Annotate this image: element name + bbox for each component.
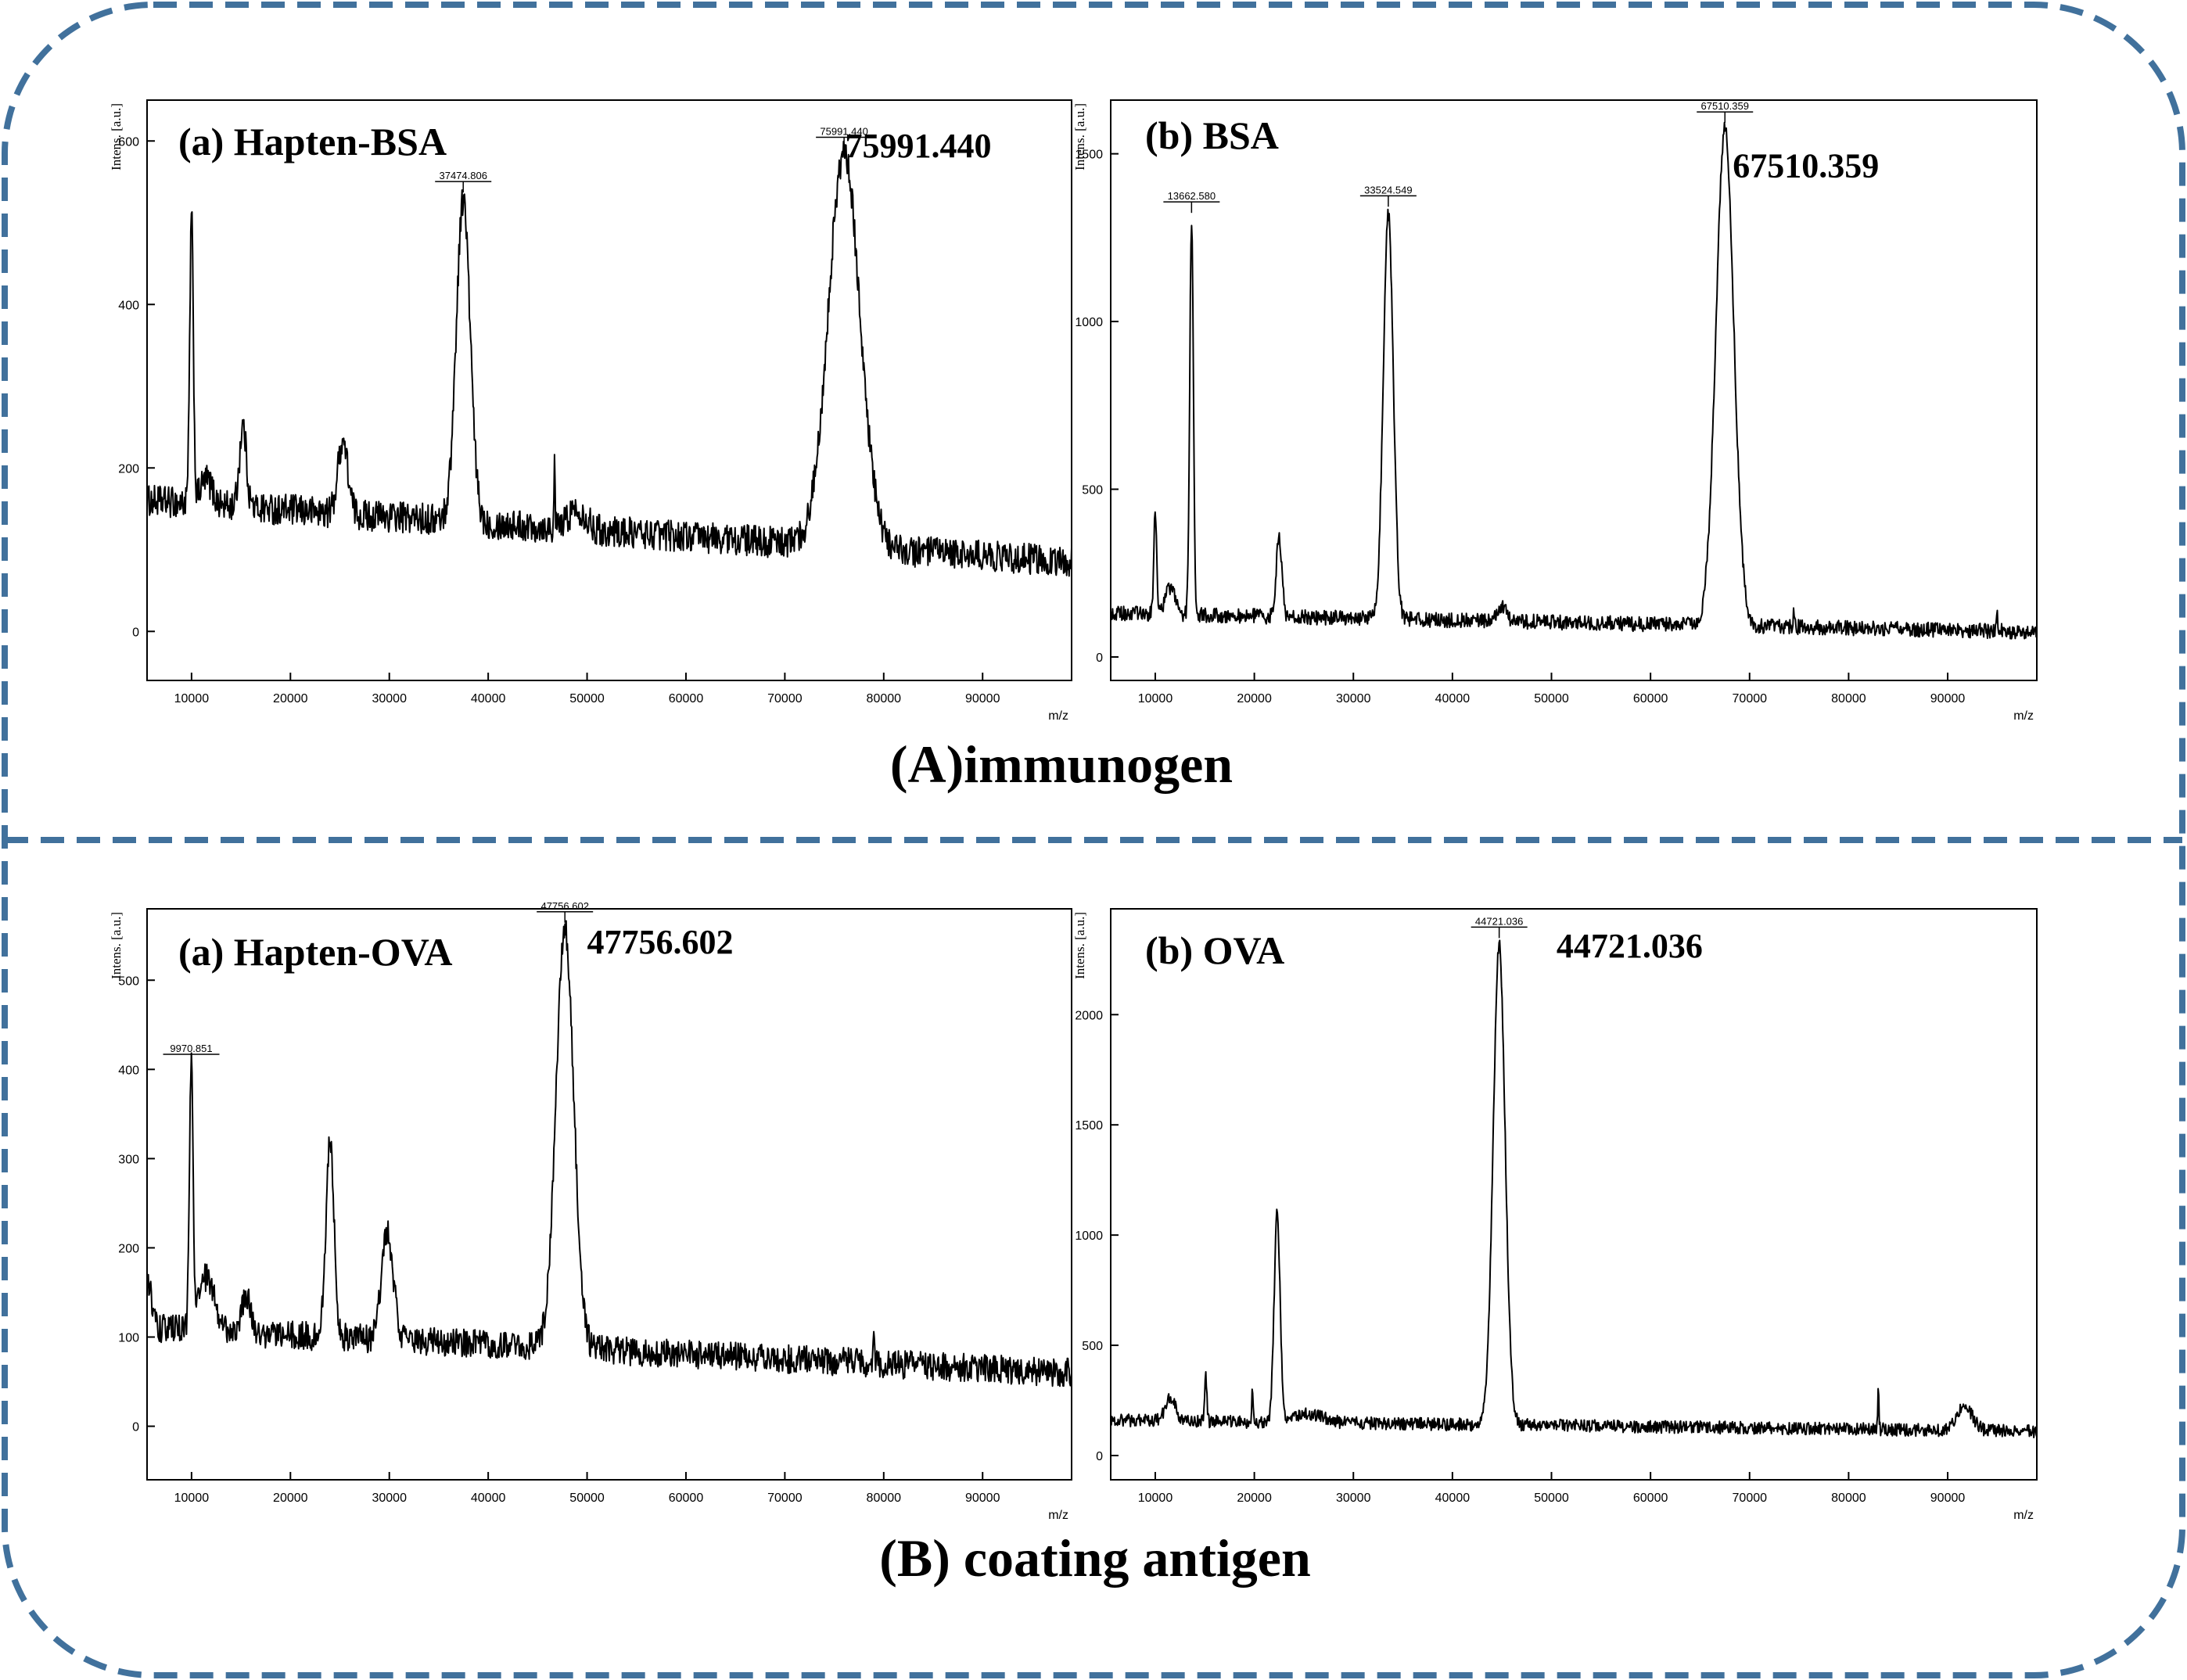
x-tick-label: 20000 — [273, 692, 308, 705]
x-tick-label: 10000 — [1138, 692, 1173, 705]
x-tick-label: 80000 — [867, 1492, 902, 1505]
x-tick-label: 30000 — [372, 1492, 407, 1505]
x-axis-label: m/z — [2013, 1509, 2034, 1522]
y-tick-label: 300 — [118, 1153, 139, 1166]
y-axis-label: Intens. [a.u.] — [109, 103, 124, 171]
x-tick-label: 80000 — [1831, 692, 1866, 705]
x-tick-label: 50000 — [1534, 692, 1569, 705]
chart-ova: 0 500 1000 1500 2000 10000 20000 30000 40000 5000… — [1072, 908, 2038, 1522]
mass-annotation: 67510.359 — [1733, 147, 1879, 185]
x-tick-label: 60000 — [1633, 1492, 1668, 1505]
x-tick-label: 30000 — [1336, 692, 1371, 705]
y-tick-label: 600 — [118, 135, 139, 149]
y-tick-label: 500 — [1082, 484, 1103, 497]
y-tick-label: 200 — [118, 462, 139, 476]
plot-frame — [146, 99, 1072, 681]
x-tick-label: 50000 — [1534, 1492, 1569, 1505]
y-tick-label: 0 — [132, 626, 139, 639]
mass-annotation: 47756.602 — [587, 923, 734, 961]
x-tick-label: 40000 — [471, 692, 506, 705]
x-tick-label: 90000 — [965, 1492, 1000, 1505]
mass-annotation: 75991.440 — [846, 127, 992, 165]
x-tick-label: 70000 — [1733, 692, 1768, 705]
chart-hapten-ova: 0 100 200 300 400 500 10000 20000 30000 40000 5000… — [109, 900, 1072, 1522]
x-tick-label: 70000 — [767, 692, 803, 705]
x-tick-label: 90000 — [1930, 692, 1966, 705]
y-axis-label: Intens. [a.u.] — [1072, 912, 1087, 979]
x-axis-label: m/z — [1048, 709, 1068, 723]
plot-frame — [146, 908, 1072, 1481]
peak-label: 9970.851 — [170, 1043, 212, 1054]
x-tick-label: 20000 — [1237, 692, 1272, 705]
peak-label: 13662.580 — [1168, 190, 1216, 202]
x-tick-label: 60000 — [669, 692, 704, 705]
spectrum-line — [1110, 939, 2038, 1438]
x-tick-label: 50000 — [569, 1492, 605, 1505]
x-tick-label: 30000 — [1336, 1492, 1371, 1505]
y-tick-label: 1500 — [1075, 1119, 1103, 1133]
y-tick-label: 500 — [1082, 1340, 1103, 1353]
spectrum-line — [146, 920, 1072, 1387]
peak-label: 37474.806 — [439, 170, 487, 181]
x-tick-label: 90000 — [965, 692, 1000, 705]
x-tick-label: 20000 — [273, 1492, 308, 1505]
y-tick-label: 400 — [118, 299, 139, 312]
spectrum-line — [146, 140, 1072, 577]
y-tick-label: 2000 — [1075, 1009, 1103, 1022]
x-tick-label: 90000 — [1930, 1492, 1966, 1505]
x-tick-label: 80000 — [867, 692, 902, 705]
y-tick-label: 500 — [118, 975, 139, 988]
x-tick-label: 80000 — [1831, 1492, 1866, 1505]
peak-label: 75991.440 — [820, 126, 867, 138]
y-tick-label: 1500 — [1075, 149, 1103, 162]
spectrum-line — [1110, 121, 2038, 640]
y-tick-label: 0 — [132, 1421, 139, 1434]
x-tick-label: 20000 — [1237, 1492, 1272, 1505]
x-tick-label: 40000 — [1435, 1492, 1471, 1505]
x-tick-label: 40000 — [1435, 692, 1471, 705]
y-tick-label: 1000 — [1075, 316, 1103, 329]
x-axis-label: m/z — [1048, 1509, 1068, 1522]
panel-label: (b) OVA — [1145, 928, 1284, 972]
x-tick-label: 60000 — [669, 1492, 704, 1505]
chart-hapten-bsa: 0 200 400 600 10000 20000 30000 40000 50000 60000… — [109, 99, 1072, 723]
x-tick-label: 70000 — [1733, 1492, 1768, 1505]
x-tick-label: 10000 — [1138, 1492, 1173, 1505]
peak-label: 47756.602 — [540, 900, 588, 912]
panel-label: (b) BSA — [1145, 113, 1279, 157]
peak-label: 67510.359 — [1701, 100, 1749, 112]
y-tick-label: 400 — [118, 1064, 139, 1077]
x-tick-label: 50000 — [569, 692, 605, 705]
y-tick-label: 0 — [1096, 652, 1103, 665]
y-tick-label: 100 — [118, 1332, 139, 1345]
peak-label: 44721.036 — [1475, 915, 1523, 927]
x-tick-label: 30000 — [372, 692, 407, 705]
y-tick-label: 200 — [118, 1242, 139, 1255]
y-tick-label: 0 — [1096, 1450, 1103, 1463]
x-tick-label: 70000 — [767, 1492, 803, 1505]
x-axis-label: m/z — [2013, 709, 2034, 723]
x-tick-label: 10000 — [174, 1492, 210, 1505]
x-tick-label: 10000 — [174, 692, 210, 705]
x-tick-label: 60000 — [1633, 692, 1668, 705]
peak-label: 33524.549 — [1364, 184, 1412, 196]
section-a-caption: (A)immunogen — [890, 734, 1233, 794]
panel-label: (a) Hapten-OVA — [178, 930, 452, 974]
mass-annotation: 44721.036 — [1557, 927, 1703, 965]
x-tick-label: 40000 — [471, 1492, 506, 1505]
plot-frame — [1110, 908, 2038, 1481]
y-tick-label: 1000 — [1075, 1229, 1103, 1243]
section-b-caption: (B) coating antigen — [879, 1528, 1311, 1588]
panel-label: (a) Hapten-BSA — [178, 120, 447, 163]
y-axis-label: Intens. [a.u.] — [109, 912, 124, 979]
plot-frame — [1110, 99, 2038, 681]
y-axis-label: Intens. [a.u.] — [1072, 103, 1087, 171]
chart-bsa: 0 500 1000 1500 10000 20000 30000 40000 50000 600… — [1072, 99, 2038, 723]
